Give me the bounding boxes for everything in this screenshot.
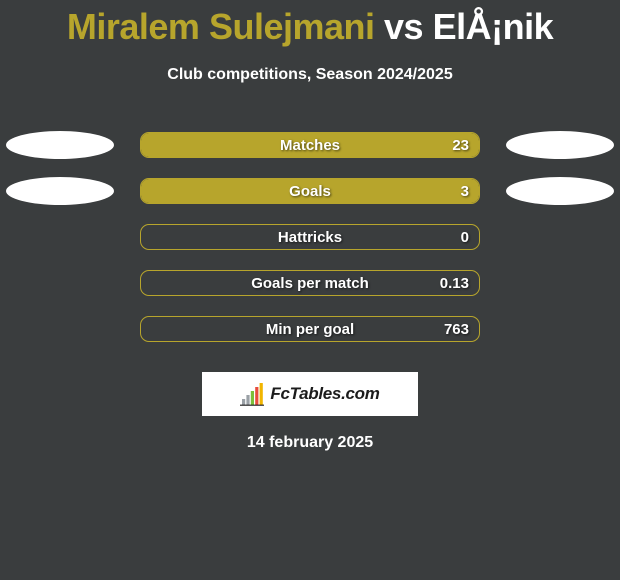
stat-row: Matches 23	[0, 122, 620, 168]
title-player2: ElÅ¡nik	[433, 6, 554, 47]
logo-bar	[260, 383, 263, 405]
right-ellipse	[506, 131, 614, 159]
stat-pill: Hattricks 0	[140, 224, 480, 250]
stats-arena: Matches 23 Goals 3 Hattricks 0 Goals per match…	[0, 122, 620, 352]
stat-label: Goals	[289, 183, 331, 200]
page-title: Miralem Sulejmani vs ElÅ¡nik	[0, 0, 620, 48]
stat-label: Min per goal	[266, 321, 354, 338]
stat-value: 0.13	[440, 275, 469, 292]
stat-value: 23	[452, 137, 469, 154]
stat-label: Matches	[280, 137, 340, 154]
stat-row: Min per goal 763	[0, 306, 620, 352]
logo-bar	[247, 395, 250, 405]
stat-pill: Goals per match 0.13	[140, 270, 480, 296]
left-ellipse	[6, 131, 114, 159]
stat-value: 3	[461, 183, 469, 200]
brand-box: FcTables.com	[202, 372, 418, 416]
logo-bar	[256, 387, 259, 405]
stat-pill: Matches 23	[140, 132, 480, 158]
stat-value: 0	[461, 229, 469, 246]
date-line: 14 february 2025	[0, 434, 620, 452]
bar-chart-icon	[240, 382, 264, 406]
right-ellipse	[506, 177, 614, 205]
title-vs: vs	[384, 6, 423, 47]
stat-value: 763	[444, 321, 469, 338]
title-player1: Miralem Sulejmani	[67, 6, 375, 47]
stat-pill: Goals 3	[140, 178, 480, 204]
logo-bar	[242, 399, 245, 405]
left-ellipse	[6, 177, 114, 205]
subtitle: Club competitions, Season 2024/2025	[0, 66, 620, 84]
stat-row: Goals 3	[0, 168, 620, 214]
stat-row: Hattricks 0	[0, 214, 620, 260]
stat-label: Hattricks	[278, 229, 342, 246]
brand-text: FcTables.com	[270, 384, 379, 404]
stat-pill: Min per goal 763	[140, 316, 480, 342]
stat-row: Goals per match 0.13	[0, 260, 620, 306]
stat-label: Goals per match	[251, 275, 369, 292]
logo-bar	[251, 391, 254, 405]
